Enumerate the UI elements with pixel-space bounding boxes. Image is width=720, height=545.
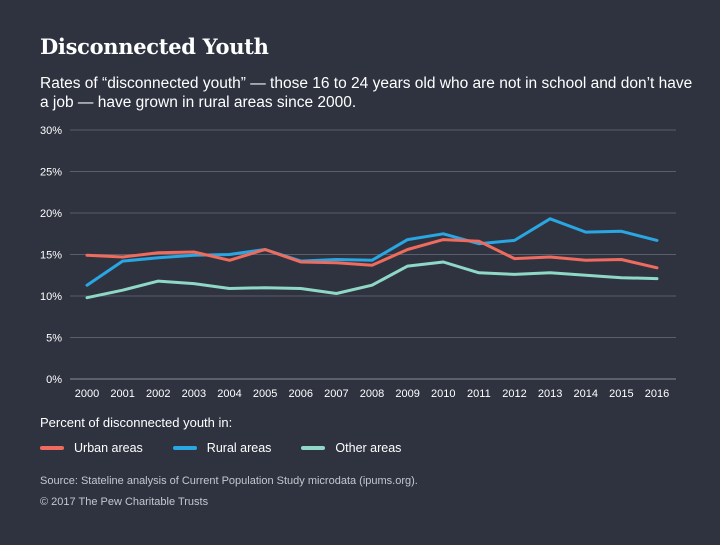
y-tick-label: 25% — [40, 167, 62, 179]
legend: Urban areas Rural areas Other areas — [40, 441, 431, 455]
series-line-rural — [85, 217, 659, 287]
x-axis-tick-labels: 2000 2001 2002 2003 2004 2005 2006 2007 2008 2009… — [75, 388, 669, 400]
x-tick-label: 2013 — [538, 388, 562, 400]
y-tick-label: 10% — [40, 291, 62, 303]
y-axis-tick-labels: 0% 5% 10% 15% 20% 25% 30% — [40, 125, 62, 386]
line-chart: 0% 5% 10% 15% 20% 25% 30% 2000 2001 2002 2003 2004… — [40, 125, 676, 400]
x-tick-label: 2010 — [431, 388, 455, 400]
x-tick-label: 2003 — [182, 388, 206, 400]
x-tick-label: 2014 — [574, 388, 598, 400]
x-tick-label: 2016 — [645, 388, 669, 400]
x-tick-label: 2009 — [395, 388, 419, 400]
x-tick-label: 2004 — [217, 388, 241, 400]
legend-label-urban: Urban areas — [74, 441, 143, 455]
legend-item-urban: Urban areas — [40, 441, 143, 455]
x-tick-label: 2007 — [324, 388, 348, 400]
series-lines — [85, 217, 659, 300]
y-tick-label: 5% — [46, 333, 62, 345]
x-tick-label: 2000 — [75, 388, 99, 400]
series-line-urban — [85, 238, 659, 270]
legend-item-rural: Rural areas — [172, 441, 272, 455]
legend-swatch-other — [301, 446, 326, 450]
chart-subtitle: Rates of “disconnected youth” — those 16… — [40, 75, 693, 111]
x-tick-label: 2006 — [289, 388, 313, 400]
series-line-other — [85, 260, 659, 300]
x-tick-label: 2012 — [502, 388, 526, 400]
y-tick-label: 30% — [40, 125, 62, 137]
x-tick-label: 2005 — [253, 388, 277, 400]
x-tick-label: 2002 — [146, 388, 170, 400]
source-note: Source: Stateline analysis of Current Po… — [40, 475, 418, 487]
y-tick-label: 20% — [40, 208, 62, 220]
x-tick-label: 2011 — [467, 388, 491, 400]
legend-swatch-rural — [172, 446, 197, 450]
copyright-note: © 2017 The Pew Charitable Trusts — [40, 496, 209, 508]
x-tick-label: 2008 — [360, 388, 384, 400]
y-tick-label: 15% — [40, 250, 62, 262]
x-tick-label: 2015 — [609, 388, 633, 400]
grid-lines — [70, 129, 676, 380]
x-tick-label: 2001 — [110, 388, 134, 400]
legend-label-other: Other areas — [335, 441, 402, 455]
legend-label-rural: Rural areas — [206, 441, 272, 455]
legend-swatch-urban — [40, 446, 64, 450]
y-tick-label: 0% — [46, 374, 62, 386]
chart-title: Disconnected Youth — [40, 34, 269, 59]
legend-item-other: Other areas — [301, 441, 401, 455]
legend-title: Percent of disconnected youth in: — [40, 415, 233, 430]
